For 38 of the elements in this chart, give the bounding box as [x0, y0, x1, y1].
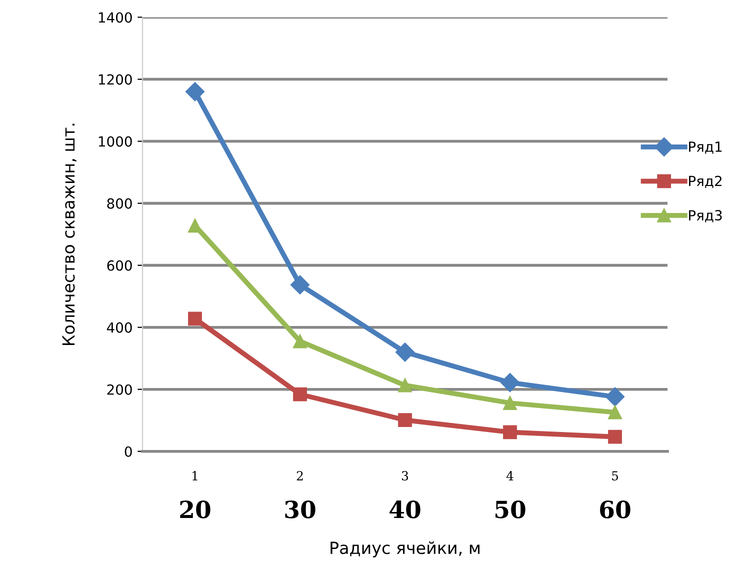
point: [185, 82, 205, 102]
y-tick-label: 1400: [98, 12, 132, 23]
point: [398, 413, 412, 427]
y-tick-label: 600: [107, 260, 132, 271]
point: [290, 275, 310, 294]
point: [605, 387, 625, 406]
x-tick-label: 4: [506, 471, 514, 480]
legend-label: Ряд3: [689, 210, 722, 222]
text: 60: [600, 500, 630, 518]
y-tick-label: 1200: [98, 74, 132, 85]
point: [293, 387, 307, 402]
point: [503, 396, 517, 410]
point: [500, 373, 520, 392]
point: [608, 405, 622, 420]
legend-label: Ряд1: [689, 142, 722, 154]
x-tick-label: 5: [612, 471, 618, 480]
legend-label: Ряд2: [689, 176, 722, 188]
x-tick-label: 3: [402, 471, 408, 480]
point: [293, 334, 307, 348]
x-axis-title: Радиус ячейки, м: [330, 541, 480, 558]
point: [188, 218, 202, 233]
point: [608, 430, 622, 444]
point: [395, 342, 415, 362]
text: 50: [496, 500, 526, 518]
text: 40: [390, 500, 420, 518]
x-tick-label: 2: [296, 471, 303, 480]
x-tick-label: 1: [192, 471, 198, 480]
y-tick-label: 400: [106, 322, 132, 333]
y-tick-label: 200: [107, 384, 132, 395]
text: 20: [180, 500, 210, 518]
point: [398, 378, 412, 392]
point: [503, 425, 517, 440]
point: [188, 312, 202, 326]
text: 30: [285, 500, 316, 518]
y-axis-title: Количество скважин, шт.: [62, 124, 76, 346]
y-tick-label: 0: [124, 446, 132, 457]
y-tick-label: 800: [107, 198, 132, 209]
y-tick-label: 1000: [98, 136, 132, 147]
